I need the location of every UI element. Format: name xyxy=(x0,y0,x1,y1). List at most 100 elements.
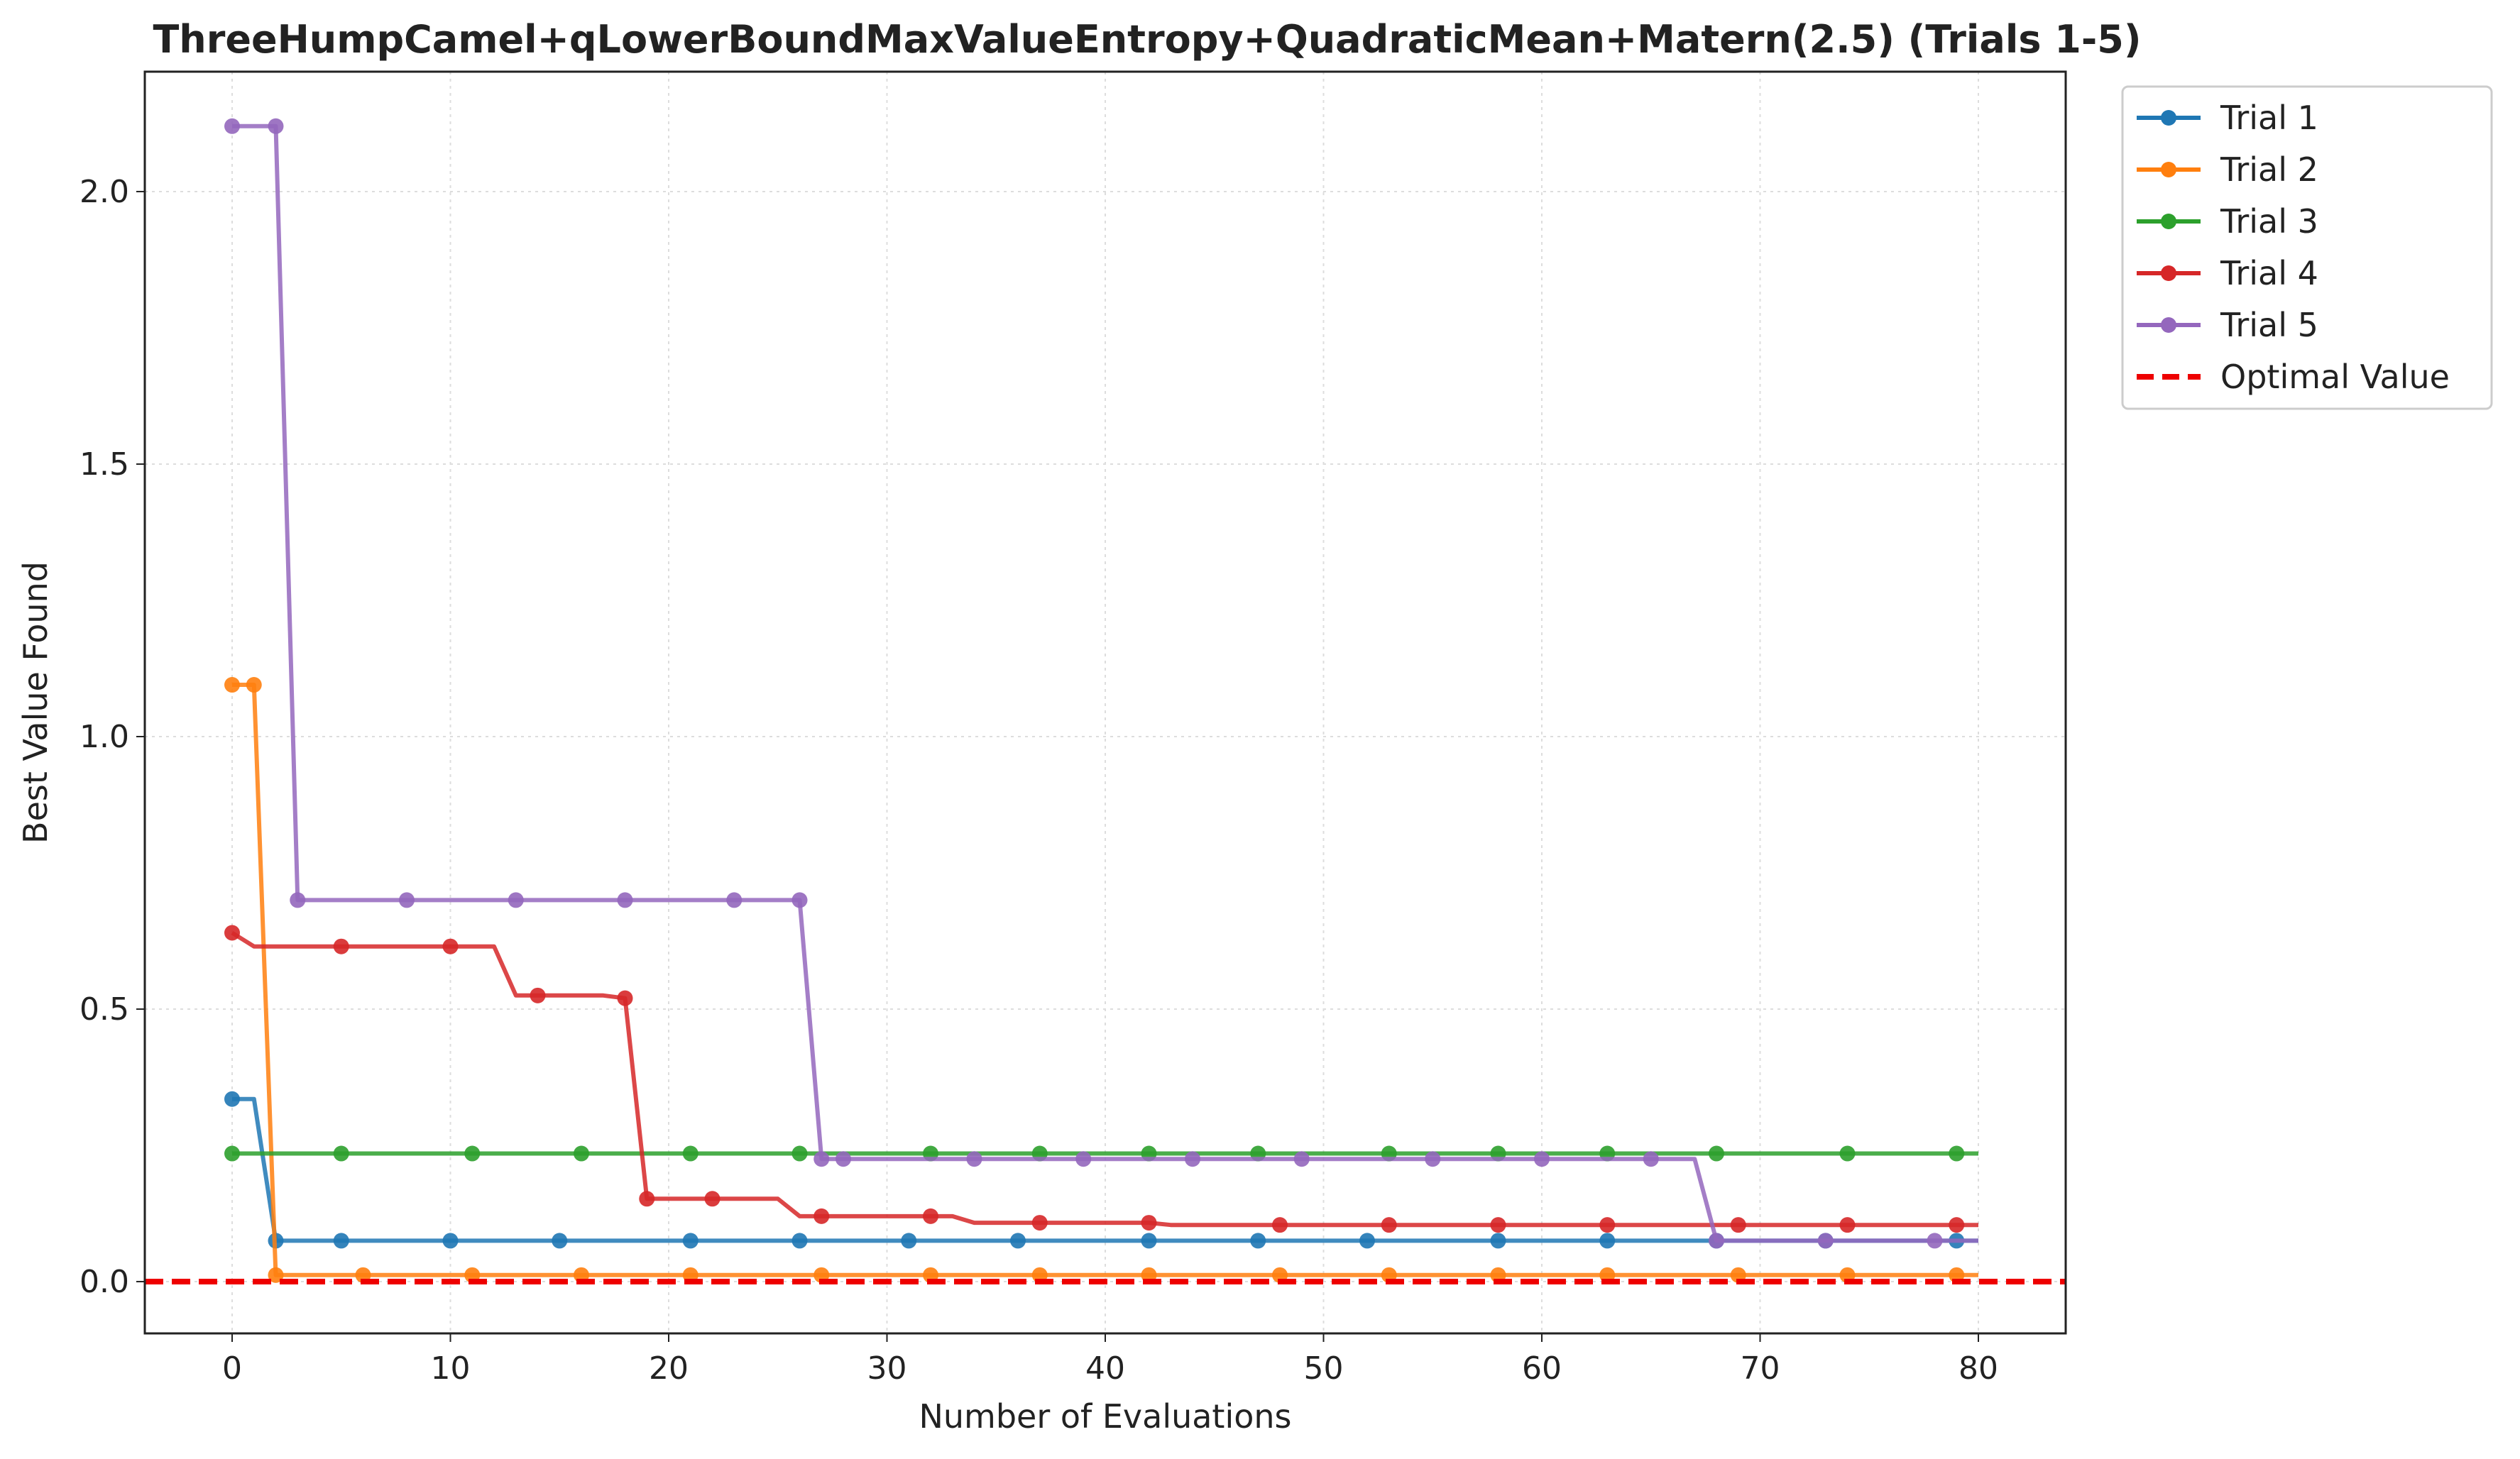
data-point xyxy=(1490,1217,1506,1233)
data-point xyxy=(704,1191,721,1207)
data-point xyxy=(1730,1217,1746,1233)
series-trial-4 xyxy=(224,925,1978,1233)
data-point xyxy=(224,677,240,693)
data-point xyxy=(1709,1145,1724,1162)
data-point xyxy=(617,990,633,1006)
y-tick-label: 2.0 xyxy=(80,174,129,210)
legend-entry-3: Trial 3 xyxy=(2137,202,2318,241)
data-point xyxy=(1709,1233,1724,1249)
data-point xyxy=(290,892,306,908)
data-point xyxy=(617,892,633,908)
data-point xyxy=(508,892,524,908)
y-axis-label: Best Value Found xyxy=(16,561,55,844)
legend-label: Trial 3 xyxy=(2220,202,2318,241)
x-axis-ticks: 0 10 20 30 40 50 60 70 80 xyxy=(222,1333,1998,1387)
x-tick-label: 10 xyxy=(431,1350,471,1387)
legend-entry-4: Trial 4 xyxy=(2137,254,2318,292)
data-point xyxy=(901,1233,917,1249)
legend: Trial 1 Trial 2 Trial 3 Trial 4 Trial 5 Optim… xyxy=(2121,85,2493,410)
data-point xyxy=(1010,1233,1026,1249)
data-point xyxy=(1599,1233,1616,1249)
legend-label: Trial 5 xyxy=(2220,306,2318,344)
legend-marker xyxy=(2161,162,2176,177)
data-point xyxy=(1534,1151,1550,1167)
legend-entry-5: Trial 5 xyxy=(2137,306,2318,344)
data-point xyxy=(224,925,240,941)
data-point xyxy=(464,1145,481,1162)
data-point xyxy=(813,1208,830,1224)
data-point xyxy=(1643,1151,1659,1167)
data-point xyxy=(1141,1233,1157,1249)
data-point xyxy=(791,1233,808,1249)
series-trial-5 xyxy=(224,118,1978,1249)
legend-marker xyxy=(2161,110,2176,126)
legend-marker xyxy=(2161,265,2176,281)
data-point xyxy=(1949,1217,1965,1233)
series-trial-1 xyxy=(224,1091,1978,1249)
data-point xyxy=(1293,1151,1310,1167)
x-tick-label: 20 xyxy=(649,1350,689,1387)
data-point xyxy=(1075,1151,1092,1167)
data-point xyxy=(1141,1215,1157,1231)
y-tick-label: 0.0 xyxy=(80,1264,129,1300)
data-point xyxy=(1272,1217,1288,1233)
data-point xyxy=(682,1145,699,1162)
data-point xyxy=(1490,1233,1506,1249)
x-axis-label: Number of Evaluations xyxy=(919,1397,1291,1436)
y-tick-label: 1.0 xyxy=(80,719,129,755)
data-point xyxy=(224,118,240,134)
chart-title: ThreeHumpCamel+qLowerBoundMaxValueEntrop… xyxy=(153,17,2141,62)
data-point xyxy=(791,892,808,908)
x-tick-label: 70 xyxy=(1741,1350,1780,1387)
x-tick-label: 50 xyxy=(1304,1350,1344,1387)
legend-marker xyxy=(2161,317,2176,333)
data-point xyxy=(333,938,349,954)
x-tick-label: 0 xyxy=(222,1350,242,1387)
data-point xyxy=(966,1151,982,1167)
data-point xyxy=(1250,1233,1266,1249)
data-point xyxy=(639,1191,655,1207)
legend-entry-6: Optimal Value xyxy=(2137,358,2450,396)
data-point xyxy=(268,118,284,134)
data-point xyxy=(552,1233,568,1249)
data-point xyxy=(442,938,459,954)
data-point xyxy=(1949,1145,1965,1162)
data-point xyxy=(682,1233,699,1249)
series-line xyxy=(232,683,1978,1277)
data-point xyxy=(333,1145,349,1162)
data-point xyxy=(726,892,743,908)
legend-entry-1: Trial 1 xyxy=(2137,99,2318,137)
data-point xyxy=(1599,1217,1616,1233)
legend-box xyxy=(2121,85,2493,410)
x-tick-label: 40 xyxy=(1085,1350,1125,1387)
data-point xyxy=(1927,1233,1943,1249)
data-point xyxy=(813,1151,830,1167)
data-point xyxy=(836,1151,851,1167)
data-point xyxy=(1359,1233,1375,1249)
series-trial-2 xyxy=(224,677,1978,1283)
data-point xyxy=(574,1145,589,1162)
series-line xyxy=(231,930,1978,1228)
y-tick-label: 0.5 xyxy=(80,991,129,1028)
legend-label: Trial 2 xyxy=(2220,150,2318,189)
x-tick-label: 60 xyxy=(1522,1350,1562,1387)
data-point xyxy=(1817,1233,1834,1249)
series-line xyxy=(232,1096,1978,1243)
data-point xyxy=(530,987,546,1003)
data-point xyxy=(224,1091,240,1107)
data-point xyxy=(1839,1145,1856,1162)
data-point xyxy=(442,1233,459,1249)
legend-entry-2: Trial 2 xyxy=(2137,150,2318,189)
legend-label: Trial 4 xyxy=(2220,254,2318,292)
data-point xyxy=(1031,1215,1048,1231)
y-tick-label: 1.5 xyxy=(80,446,129,483)
data-point xyxy=(1425,1151,1441,1167)
data-point xyxy=(1839,1217,1856,1233)
legend-marker xyxy=(2161,214,2176,229)
legend-label: Trial 1 xyxy=(2220,99,2318,137)
data-point xyxy=(333,1233,349,1249)
data-point xyxy=(791,1145,808,1162)
